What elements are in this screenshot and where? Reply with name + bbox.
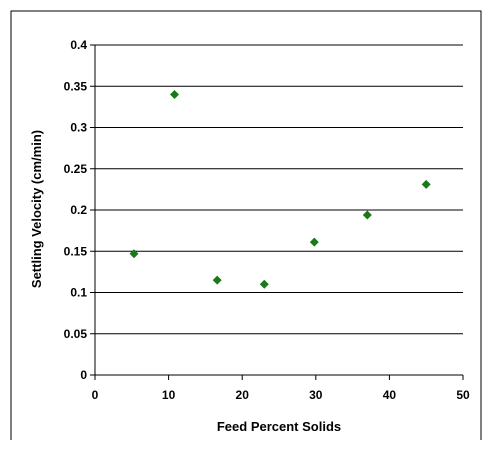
x-tick-label: 10 [162,388,176,402]
y-tick-label: 0.25 [64,162,88,176]
data-point-diamond [259,279,269,289]
y-tick-label: 0.05 [64,327,88,341]
x-tick-label: 40 [383,388,397,402]
data-point-diamond [212,275,222,285]
y-tick-label: 0 [80,368,87,382]
data-point-diamond [362,210,372,220]
y-tick-label: 0.15 [64,244,88,258]
x-axis-title: Feed Percent Solids [217,419,341,434]
data-points [129,90,431,289]
outer-frame [10,10,482,440]
data-point-diamond [169,90,179,99]
gridlines [95,44,463,335]
x-tick-label: 20 [236,388,250,402]
data-point-diamond [309,237,319,247]
y-tick-label: 0.1 [70,286,87,300]
tick-labels: 0 0.05 0.1 0.15 0.2 0.25 0.3 0.35 0.4 0 10 20 30 40 50 [64,38,470,402]
y-tick-label: 0.2 [70,203,87,217]
x-tick-label: 0 [92,388,99,402]
y-tick-label: 0.4 [70,38,87,52]
x-tick-label: 30 [309,388,323,402]
axes [90,44,464,380]
data-point-diamond [421,179,431,189]
x-tick-label: 50 [456,388,470,402]
data-point-diamond [129,249,139,259]
y-tick-label: 0.3 [70,121,87,135]
y-axis-title: Settling Velocity (cm/min) [29,130,44,288]
y-tick-label: 0.35 [64,79,88,93]
